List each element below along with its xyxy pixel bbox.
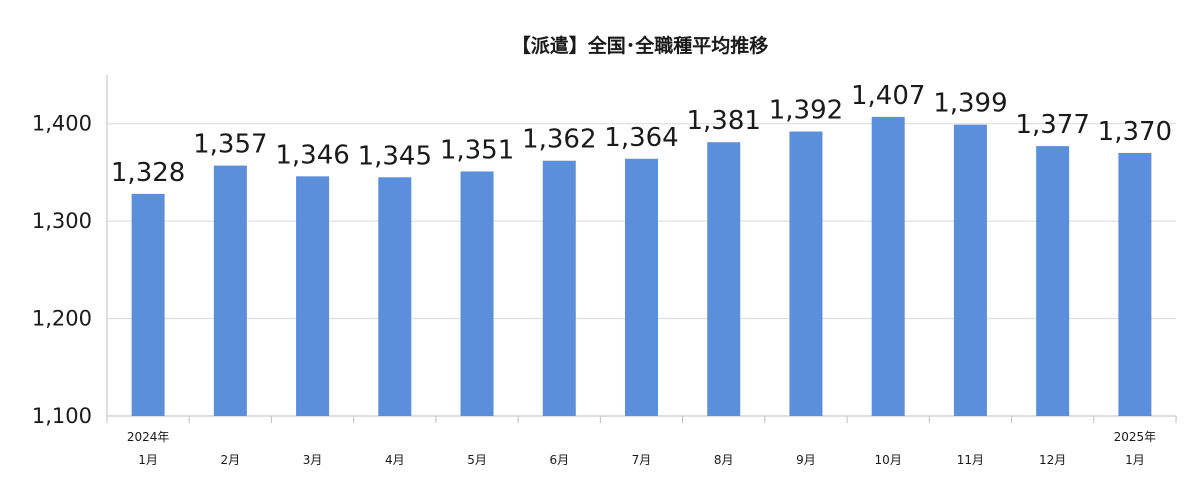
data-label: 1,357 — [193, 130, 267, 160]
bar — [789, 131, 823, 416]
bar — [131, 193, 165, 416]
data-label: 1,370 — [1098, 117, 1172, 147]
bar — [1036, 146, 1070, 416]
y-tick-label: 1,300 — [32, 209, 92, 233]
y-axis-ticks: 1,100 1,200 1,300 1,400 — [32, 112, 92, 428]
x-tick-label-month: 3月 — [303, 453, 323, 467]
x-tick-label-year: 2025年 — [1114, 430, 1157, 444]
data-label: 1,399 — [933, 89, 1007, 119]
data-label: 1,381 — [687, 106, 761, 136]
bar — [296, 176, 330, 416]
x-tick-label-year: 2024年 — [127, 430, 170, 444]
data-label: 1,345 — [358, 141, 432, 171]
bar — [871, 116, 905, 416]
data-labels: 1,328 1,357 1,346 1,345 1,351 1,362 1,364 1,381… — [111, 81, 1172, 188]
y-tick-label: 1,400 — [32, 112, 92, 136]
bar — [707, 142, 741, 416]
x-tick-label-month: 8月 — [714, 453, 734, 467]
bar — [460, 171, 494, 416]
x-tick-label-month: 11月 — [957, 453, 984, 467]
bars — [131, 116, 1152, 416]
data-label: 1,407 — [851, 81, 925, 111]
bar — [953, 124, 987, 416]
bar — [378, 177, 412, 416]
x-tick-label-month: 1月 — [138, 453, 158, 467]
x-tick-label-month: 5月 — [467, 453, 487, 467]
data-label: 1,377 — [1015, 110, 1089, 140]
y-tick-label: 1,100 — [32, 404, 92, 428]
data-label: 1,362 — [522, 125, 596, 155]
x-tick-label-month: 1月 — [1125, 453, 1145, 467]
data-label: 1,364 — [604, 123, 678, 153]
bar — [625, 158, 658, 416]
data-label: 1,351 — [440, 135, 514, 165]
x-tick-label-month: 7月 — [632, 453, 652, 467]
x-tick-label-month: 4月 — [385, 453, 405, 467]
bar — [213, 165, 247, 416]
chart-title: 【派遣】全国･全職種平均推移 — [512, 34, 769, 57]
x-tick-label-month: 10月 — [875, 453, 902, 467]
x-tick-label-month: 9月 — [796, 453, 816, 467]
x-tick-label-month: 6月 — [549, 453, 569, 467]
y-tick-label: 1,200 — [32, 307, 92, 331]
x-tick-label-month: 2月 — [221, 453, 241, 467]
data-label: 1,392 — [769, 96, 843, 126]
data-label: 1,328 — [111, 158, 185, 188]
x-tick-label-month: 12月 — [1039, 453, 1066, 467]
bar — [542, 160, 576, 416]
data-label: 1,346 — [275, 140, 349, 170]
x-axis-ticks: 2024年 1月 2月 3月 4月 5月 6月 7月 8月 9月 10月 11月 12月 2025年 1月 — [127, 430, 1156, 467]
bar — [1118, 152, 1152, 416]
